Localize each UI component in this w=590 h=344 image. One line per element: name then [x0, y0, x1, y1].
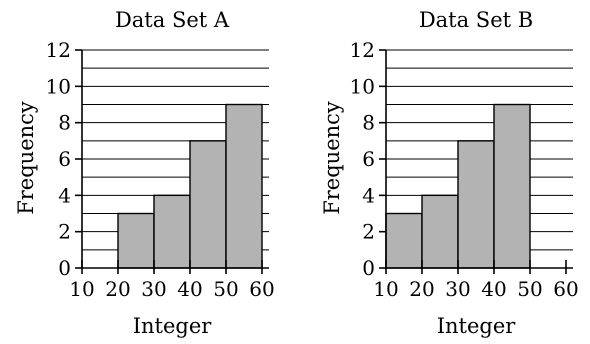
y-tick-label-8: 8: [362, 111, 375, 135]
x-tick-label-10: 10: [373, 277, 398, 301]
x-axis-label-b: Integer: [437, 314, 517, 338]
bar-40-50: [189, 140, 227, 269]
y-tick-label-4: 4: [362, 183, 375, 207]
y-tick-label-12: 12: [350, 38, 375, 62]
bar-40-50: [493, 103, 531, 269]
y-tick-label-2: 2: [362, 220, 375, 244]
grid-a: [82, 49, 269, 251]
chart-panel-b: Data Set B 0 2 4 6 8 10 12 10 20 30 40 50 60 Intege…: [320, 8, 579, 338]
y-tick-label-0: 0: [362, 256, 375, 280]
x-tick-label-30: 30: [445, 277, 470, 301]
x-tick-label-50: 50: [517, 277, 542, 301]
x-tick-label-30: 30: [141, 277, 166, 301]
y-tick-label-0: 0: [58, 256, 71, 280]
x-tick-label-20: 20: [105, 277, 130, 301]
bar-30-40: [457, 140, 495, 269]
x-tick-labels-b: 10 20 30 40 50 60: [373, 277, 578, 301]
axes-a: [75, 49, 269, 274]
chart-panel-a: Data Set A 0 2 4 6 8 10 12 10 20 30 40 50 60 Intege…: [14, 8, 275, 338]
y-tick-label-6: 6: [362, 147, 375, 171]
x-tick-labels-a: 10 20 30 40 50 60: [69, 277, 274, 301]
x-tick-label-20: 20: [409, 277, 434, 301]
y-tick-label-8: 8: [58, 111, 71, 135]
axes-b: [379, 49, 573, 274]
y-tick-label-10: 10: [350, 74, 375, 98]
y-tick-label-12: 12: [46, 38, 71, 62]
y-tick-label-10: 10: [46, 74, 71, 98]
y-tick-label-4: 4: [58, 183, 71, 207]
y-tick-labels-a: 0 2 4 6 8 10 12: [46, 38, 71, 280]
y-tick-label-6: 6: [58, 147, 71, 171]
y-tick-label-2: 2: [58, 220, 71, 244]
chart-title-a: Data Set A: [115, 8, 230, 32]
bar-50-60: [225, 103, 263, 269]
y-axis-label-a: Frequency: [14, 101, 38, 215]
bars-a: [117, 103, 263, 269]
x-tick-label-40: 40: [177, 277, 202, 301]
bar-20-30: [421, 194, 459, 269]
x-tick-label-60: 60: [249, 277, 274, 301]
y-tick-labels-b: 0 2 4 6 8 10 12: [350, 38, 375, 280]
bars-b: [385, 103, 531, 269]
bar-10-20: [385, 212, 423, 269]
chart-title-b: Data Set B: [419, 8, 533, 32]
x-tick-label-40: 40: [481, 277, 506, 301]
bar-30-40: [153, 194, 191, 269]
y-axis-label-b: Frequency: [320, 101, 344, 215]
x-tick-label-50: 50: [213, 277, 238, 301]
x-tick-label-10: 10: [69, 277, 94, 301]
x-axis-label-a: Integer: [133, 314, 213, 338]
x-tick-label-60: 60: [553, 277, 578, 301]
bar-20-30: [117, 212, 155, 269]
